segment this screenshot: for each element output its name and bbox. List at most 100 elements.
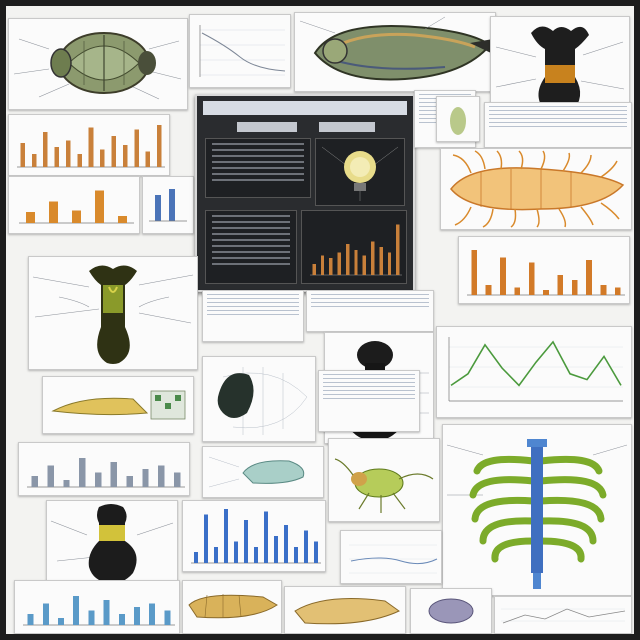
bar bbox=[396, 224, 400, 275]
golden-larva-illustration-2 bbox=[294, 598, 400, 625]
blue-bar-card bbox=[142, 176, 194, 234]
bar bbox=[214, 546, 218, 563]
bottom-line-chart-card bbox=[494, 596, 632, 634]
right-bar-chart bbox=[467, 250, 625, 296]
bar bbox=[110, 461, 118, 487]
bar bbox=[20, 142, 25, 167]
table-card-mid-right bbox=[306, 290, 434, 332]
bar bbox=[294, 546, 298, 563]
bottom-bar-chart-card bbox=[14, 580, 180, 634]
bar bbox=[88, 610, 95, 625]
ribcage-illustration bbox=[446, 439, 628, 589]
pale-blue-specimen bbox=[208, 456, 305, 488]
line-chart-card-top bbox=[189, 14, 291, 88]
dark-specimen-card bbox=[202, 356, 316, 442]
bar bbox=[387, 252, 392, 275]
bar bbox=[63, 479, 70, 487]
bar bbox=[88, 127, 94, 167]
table-card-mid bbox=[202, 290, 304, 342]
bar bbox=[122, 145, 128, 167]
dashboard-tab-right[interactable] bbox=[319, 122, 375, 132]
bar bbox=[379, 247, 383, 275]
dashboard-tab-left[interactable] bbox=[237, 122, 297, 132]
bar bbox=[586, 260, 592, 295]
bone-illustration bbox=[495, 26, 625, 117]
bar bbox=[31, 153, 37, 167]
bar bbox=[142, 469, 149, 487]
bone-specimen-lower bbox=[50, 504, 174, 584]
bar bbox=[94, 190, 105, 223]
bar bbox=[48, 201, 59, 223]
bar bbox=[312, 263, 316, 275]
bone-specimen-left bbox=[32, 265, 194, 364]
grey-bar-chart bbox=[27, 458, 185, 488]
decay-line-chart bbox=[199, 25, 286, 77]
notes-card-far-right bbox=[484, 102, 632, 148]
purple-specimen-illustration bbox=[428, 598, 474, 624]
bar bbox=[65, 140, 71, 167]
bar bbox=[337, 252, 341, 275]
orange-bar-chart bbox=[17, 125, 165, 168]
bar bbox=[485, 285, 492, 295]
dashboard-specimen-panel bbox=[315, 138, 405, 206]
purple-specimen-card bbox=[410, 588, 492, 634]
table-card-lower-mid bbox=[318, 370, 420, 432]
trilobite-card bbox=[294, 12, 496, 92]
beetle-card bbox=[8, 18, 188, 110]
bar bbox=[354, 249, 358, 275]
green-insect-illustration bbox=[334, 458, 434, 513]
bar bbox=[304, 530, 308, 563]
bar bbox=[118, 614, 125, 625]
bar bbox=[244, 519, 248, 563]
dashboard-title bbox=[203, 101, 407, 115]
bar bbox=[157, 125, 162, 167]
bar bbox=[43, 131, 48, 167]
bar bbox=[204, 514, 208, 563]
bar bbox=[117, 215, 128, 223]
blue-spike-chart-card bbox=[182, 500, 326, 572]
bar bbox=[73, 596, 80, 625]
bar bbox=[94, 472, 102, 487]
ribcage-card bbox=[442, 424, 632, 596]
yellow-slug-card bbox=[42, 376, 194, 434]
pale-specimen-card bbox=[202, 446, 324, 498]
bar bbox=[31, 476, 39, 487]
bar bbox=[362, 255, 367, 275]
blue-spike-chart bbox=[191, 509, 321, 564]
line-chart-card-lower bbox=[340, 530, 442, 584]
bone-card-lower bbox=[46, 500, 178, 588]
bar bbox=[79, 458, 86, 487]
dashboard-table-panel bbox=[205, 210, 297, 284]
collage-board bbox=[6, 6, 634, 634]
bar bbox=[164, 610, 171, 625]
bar bbox=[371, 241, 375, 275]
grey-line-chart bbox=[349, 544, 438, 574]
wave-chart-card bbox=[436, 326, 632, 418]
wave-series-line bbox=[450, 340, 622, 387]
bar bbox=[314, 541, 318, 563]
glowing-bulb-icon bbox=[321, 146, 399, 201]
grey-bars-card bbox=[18, 442, 190, 496]
bar bbox=[543, 290, 549, 295]
bar bbox=[57, 617, 65, 625]
bar bbox=[77, 153, 82, 167]
bar bbox=[600, 285, 607, 295]
bar bbox=[329, 258, 333, 275]
bar bbox=[345, 244, 350, 275]
small-bar-chart-card bbox=[8, 176, 140, 234]
dark-blob-specimen bbox=[217, 367, 308, 435]
beetle-illustration bbox=[13, 32, 182, 100]
bar bbox=[274, 536, 278, 563]
bar bbox=[320, 255, 325, 275]
bar bbox=[145, 151, 151, 167]
bar bbox=[514, 287, 521, 295]
insect-card bbox=[328, 438, 440, 522]
orange-bar-chart-card bbox=[8, 114, 170, 176]
bar bbox=[194, 552, 198, 563]
bar bbox=[557, 275, 564, 295]
golden-larva-card-mid bbox=[284, 586, 406, 634]
bar bbox=[284, 525, 288, 563]
blue-bar-mini bbox=[149, 189, 187, 222]
dashboard-text-panel bbox=[205, 138, 311, 198]
bar bbox=[100, 149, 105, 167]
